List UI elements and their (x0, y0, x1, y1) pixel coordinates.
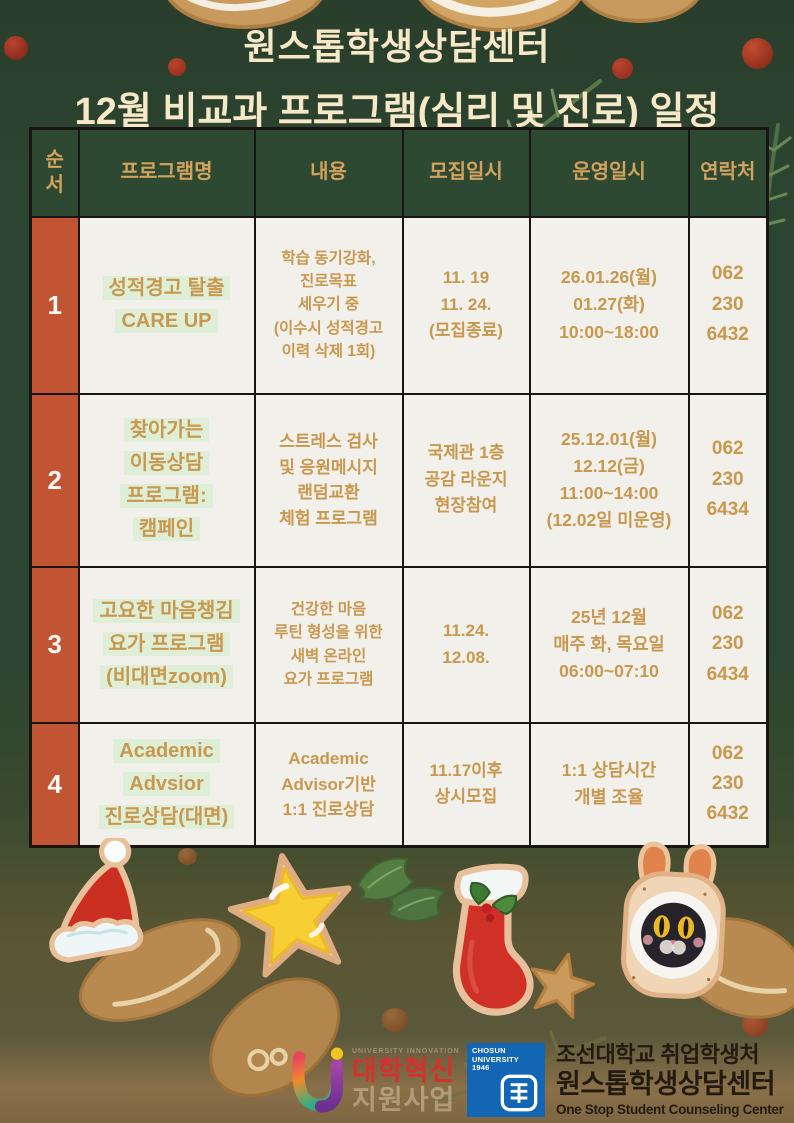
innovation-logo-caps: UNIVERSITY INNOVATION (352, 1048, 460, 1055)
col-header-recruit: 모집일시 (401, 127, 531, 218)
row-number: 2 (29, 392, 80, 568)
poster-title: 원스톱학생상담센터 12월 비교과 프로그램(심리 및 진로) 일정 (0, 18, 794, 135)
operate-date: 25.12.01(월) 12.12(금) 11:00~14:00 (12.02일… (528, 392, 690, 568)
berry-decoration (612, 58, 633, 79)
gingerbread-cookie (209, 977, 341, 1097)
innovation-logo-line1: 대학혁신 (352, 1056, 456, 1086)
table-row: 3 고요한 마음챙김 요가 프로그램 (비대면zoom) 건강한 마음 루틴 형… (29, 565, 769, 724)
col-header-program: 프로그램명 (77, 127, 256, 218)
university-innovation-logo (292, 1047, 344, 1113)
table-row: 1 성적경고 탈출 CARE UP 학습 동기강화, 진로목표 세우기 중 (이… (29, 215, 769, 395)
organization-text: 조선대학교 취업학생처 원스톱학생상담센터 One Stop Student C… (556, 1044, 794, 1117)
row-number: 1 (29, 215, 80, 395)
program-content: Academic Advisor기반 1:1 진로상담 (253, 721, 404, 848)
org-line1: 조선대학교 취업학생처 (556, 1042, 760, 1067)
org-line3: One Stop Student Counseling Center (556, 1102, 784, 1117)
org-line2: 원스톱학생상담센터 (556, 1069, 776, 1099)
program-name: 찾아가는 이동상담 프로그램: 캠페인 (77, 392, 256, 568)
footer: UNIVERSITY INNOVATION 대학혁신 지원사업 CHOSUN U… (0, 1040, 794, 1123)
col-header-operate: 운영일시 (528, 127, 690, 218)
row-number: 3 (29, 565, 80, 724)
program-name: Academic Advsior 진로상담(대면) (77, 721, 256, 848)
recruit-date: 11.24. 12.08. (401, 565, 531, 724)
table-row: 2 찾아가는 이동상담 프로그램: 캠페인 스트레스 검사 및 응원메시지 랜덤… (29, 392, 769, 568)
program-schedule-table: 순 서 프로그램명 내용 모집일시 운영일시 연락처 1 성적경고 탈출 CAR… (29, 127, 769, 848)
stocking-cookie (452, 863, 534, 1016)
operate-date: 25년 12월 매주 화, 목요일 06:00~07:10 (528, 565, 690, 724)
star-cookie (227, 853, 352, 978)
chosun-university-logo: CHOSUN UNIVERSITY 1946 (467, 1043, 545, 1117)
program-content: 학습 동기강화, 진로목표 세우기 중 (이수시 성적경고 이력 삭제 1회) (253, 215, 404, 395)
santa-hat-cookie (49, 838, 144, 963)
poster-title-line1: 원스톱학생상담센터 (243, 26, 551, 67)
contact-number: 062 230 6434 (687, 565, 769, 724)
col-header-contact: 연락처 (687, 127, 769, 218)
table-header-row: 순 서 프로그램명 내용 모집일시 운영일시 연락처 (29, 127, 769, 218)
program-content: 건강한 마음 루틴 형성을 위한 새벽 온라인 요가 프로그램 (253, 565, 404, 724)
innovation-logo-text: UNIVERSITY INNOVATION 대학혁신 지원사업 (352, 1048, 482, 1114)
col-header-content: 내용 (253, 127, 404, 218)
contact-number: 062 230 6434 (687, 392, 769, 568)
operate-date: 26.01.26(월) 01.27(화) 10:00~18:00 (528, 215, 690, 395)
recruit-date: 국제관 1층 공감 라운지 현장참여 (401, 392, 531, 568)
program-name: 성적경고 탈출 CARE UP (77, 215, 256, 395)
berry-decoration (4, 36, 28, 60)
chosun-emblem (500, 1074, 538, 1112)
berry-decoration (382, 1008, 408, 1032)
contact-number: 062 230 6432 (687, 215, 769, 395)
program-content: 스트레스 검사 및 응원메시지 랜덤교환 체험 프로그램 (253, 392, 404, 568)
berry-decoration (742, 38, 773, 69)
col-header-order: 순 서 (29, 127, 80, 218)
gingerbread-cookie-top-right (581, 0, 699, 23)
chosun-logo-text: CHOSUN UNIVERSITY 1946 (472, 1046, 520, 1073)
berry-decoration (178, 848, 197, 865)
recruit-date: 11.17이후 상시모집 (401, 721, 531, 848)
program-name: 고요한 마음챙김 요가 프로그램 (비대면zoom) (77, 565, 256, 724)
gingerbread-cookie (78, 918, 241, 1022)
innovation-logo-line2: 지원사업 (352, 1085, 456, 1115)
row-number: 4 (29, 721, 80, 848)
berry-decoration (168, 58, 186, 76)
recruit-date: 11. 19 11. 24. (모집종료) (401, 215, 531, 395)
poster-title-line2: 12월 비교과 프로그램(심리 및 진로) 일정 (74, 91, 720, 133)
holly-leaves-icon (356, 857, 446, 923)
operate-date: 1:1 상담시간 개별 조율 (528, 721, 690, 848)
table-row: 4 Academic Advsior 진로상담(대면) Academic Adv… (29, 721, 769, 848)
gingerbread-cookie-top-center (418, 0, 582, 32)
gingerbread-star-cookie (530, 952, 595, 1019)
cat-bunny-cookie (621, 841, 726, 999)
contact-number: 062 230 6432 (687, 721, 769, 848)
gingerbread-cookie-top-left (167, 0, 323, 29)
